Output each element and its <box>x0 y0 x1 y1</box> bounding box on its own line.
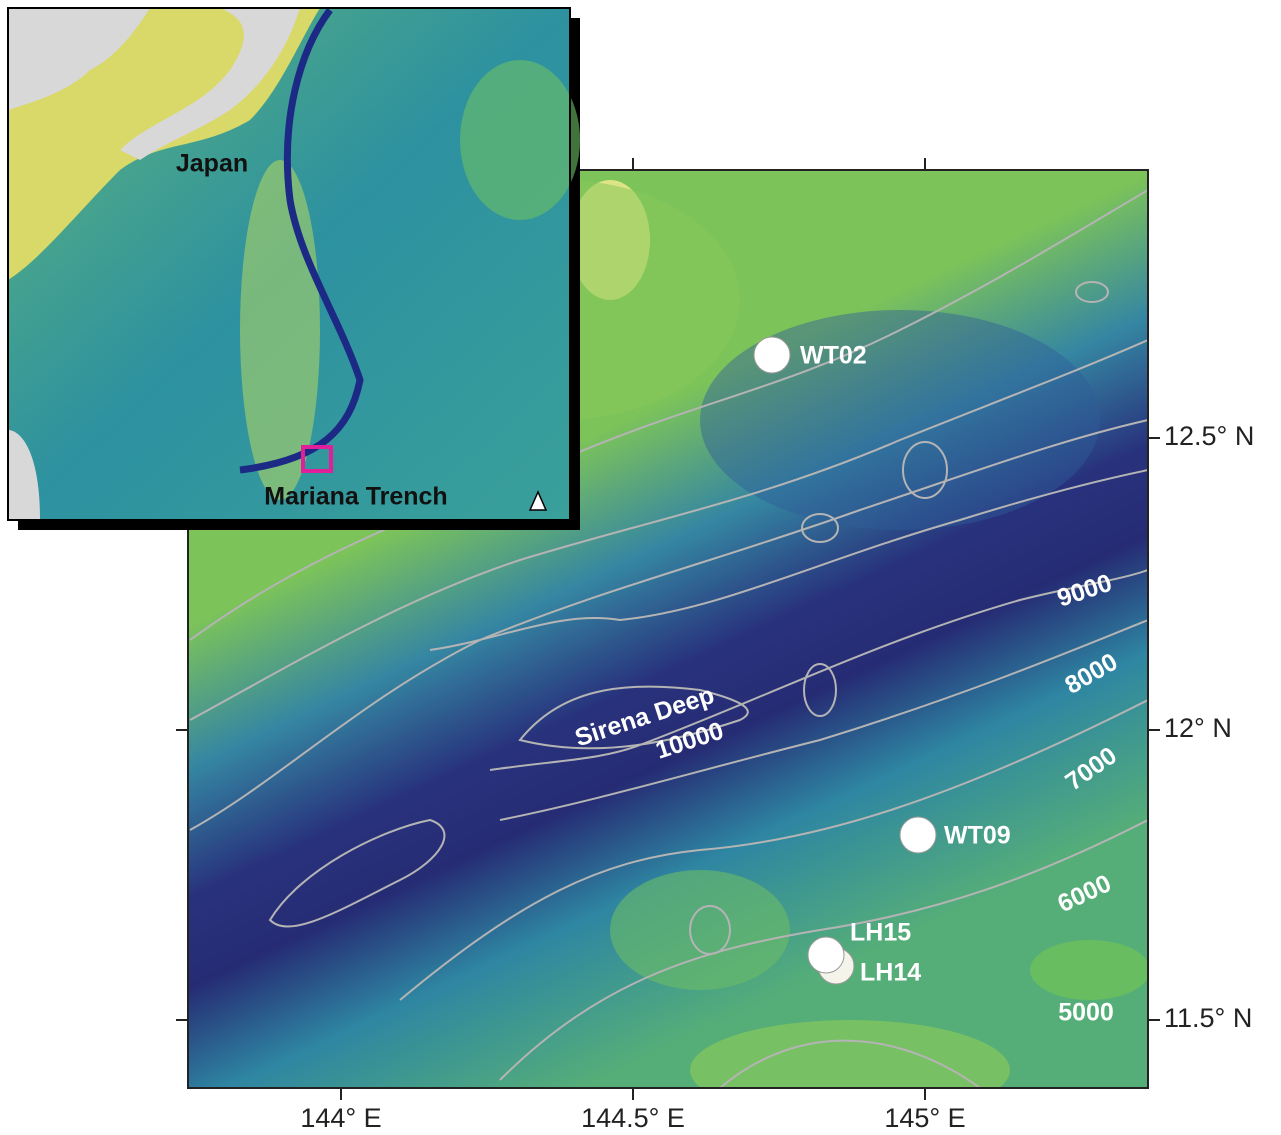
lat-tick-label: 12° N <box>1164 713 1232 743</box>
map-figure: 144° E 144.5° E 145° E 12.5° N 12° N 11.… <box>0 0 1281 1135</box>
lat-tick-label: 12.5° N <box>1164 421 1254 451</box>
lon-tick-label: 144° E <box>300 1103 381 1133</box>
contour-label: 5000 <box>1058 999 1114 1027</box>
inset-label: Mariana Trench <box>264 483 447 511</box>
station-marker <box>900 817 936 853</box>
inset-map <box>8 8 580 530</box>
station-marker <box>754 337 790 373</box>
station-marker <box>808 937 844 973</box>
inset-label: Japan <box>176 150 248 178</box>
station-label: WT02 <box>800 342 867 370</box>
lat-tick-label: 11.5° N <box>1164 1003 1252 1033</box>
lon-tick-label: 145° E <box>884 1103 965 1133</box>
station-label: LH15 <box>850 919 911 947</box>
station-label: LH14 <box>860 959 921 987</box>
station-label: WT09 <box>944 822 1011 850</box>
lon-tick-label: 144.5° E <box>581 1103 685 1133</box>
